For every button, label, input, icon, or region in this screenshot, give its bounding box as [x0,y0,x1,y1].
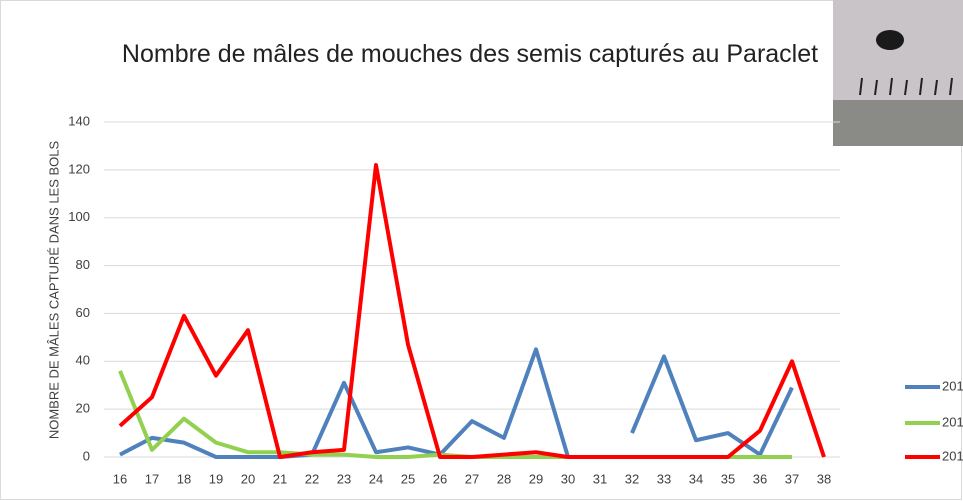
x-tick-label: 33 [657,471,671,486]
x-tick-label: 18 [177,471,191,486]
x-tick-label: 35 [721,471,735,486]
y-tick-label: 0 [83,448,90,463]
y-tick-label: 100 [68,209,90,224]
legend-label: 2017 [942,378,963,393]
y-tick-label: 80 [76,257,90,272]
x-tick-label: 34 [689,471,703,486]
y-axis-label: NOMBRE DE MÂLES CAPTURÉ DANS LES BOLS [46,140,61,439]
x-tick-label: 36 [753,471,767,486]
x-tick-label: 16 [113,471,127,486]
x-tick-label: 23 [337,471,351,486]
legend-label: 2018 [942,414,963,429]
chart: NOMBRE DE MÂLES CAPTURÉ DANS LES BOLS 0 2… [0,0,963,501]
x-tick-label: 25 [401,471,415,486]
x-tick-label: 24 [369,471,383,486]
photo-fly [876,30,904,50]
x-tick-label: 22 [305,471,319,486]
y-tick-label: 20 [76,401,90,416]
chart-title: Nombre de mâles de mouches des semis cap… [100,36,840,73]
y-tick-label: 60 [76,305,90,320]
y-tick-label: 140 [68,113,90,128]
photo [833,0,963,146]
x-tick-label: 32 [625,471,639,486]
photo-ruler [833,100,963,146]
x-tick-label: 26 [433,471,447,486]
page: NOMBRE DE MÂLES CAPTURÉ DANS LES BOLS 0 2… [0,0,963,501]
x-tick-label: 19 [209,471,223,486]
x-tick-label: 31 [593,471,607,486]
y-tick-label: 40 [76,353,90,368]
legend-label: 2019 [942,448,963,463]
x-tick-label: 27 [465,471,479,486]
x-tick-label: 30 [561,471,575,486]
x-tick-label: 37 [785,471,799,486]
x-tick-label: 28 [497,471,511,486]
x-tick-label: 20 [241,471,255,486]
x-tick-label: 17 [145,471,159,486]
y-tick-label: 120 [68,161,90,176]
x-tick-label: 29 [529,471,543,486]
x-tick-label: 21 [273,471,287,486]
x-tick-label: 38 [817,471,831,486]
